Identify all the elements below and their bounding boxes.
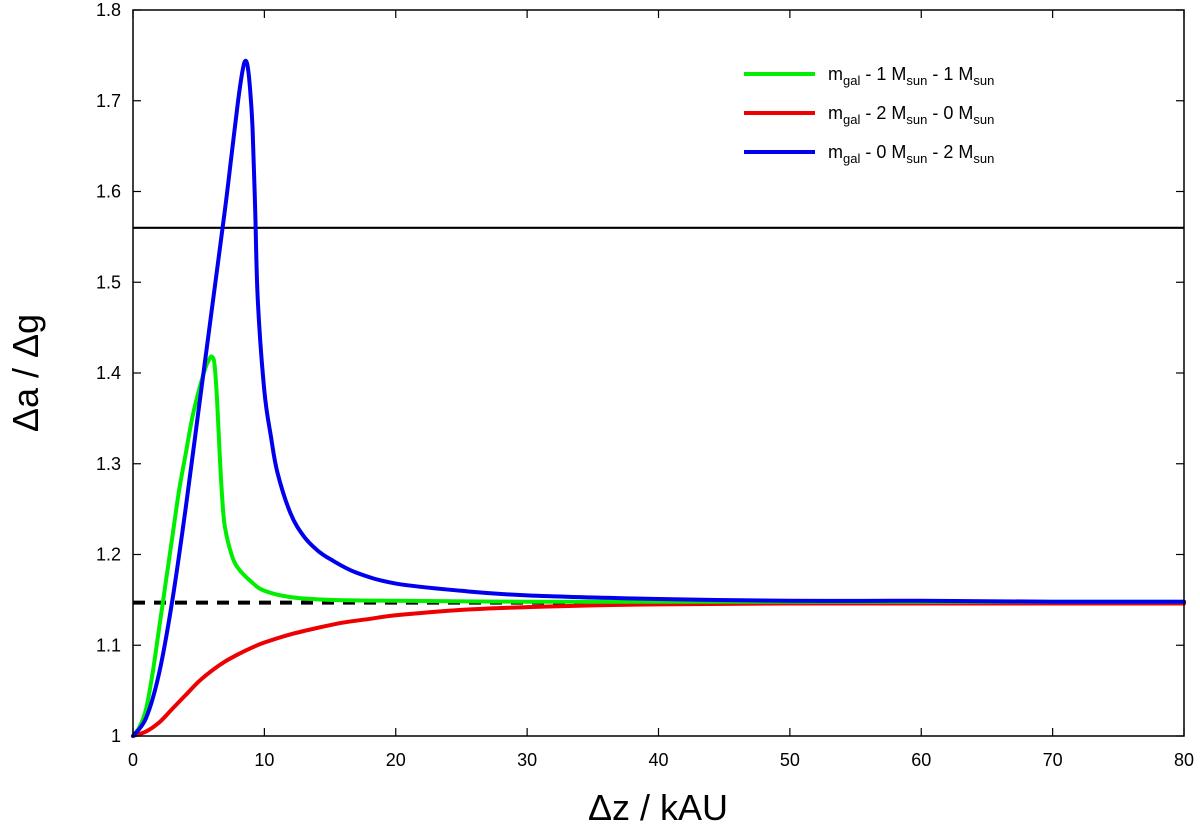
legend-label-0: mgal - 1 Msun - 1 Msun — [828, 64, 994, 88]
x-tick-label: 20 — [386, 750, 406, 770]
y-axis-title: Δa / Δg — [5, 314, 46, 432]
y-tick-label: 1.3 — [96, 454, 121, 474]
y-tick-label: 1.6 — [96, 182, 121, 202]
legend-text-part: - 0 M — [927, 103, 973, 123]
legend-text-part: - 1 M — [860, 64, 906, 84]
x-tick-label: 70 — [1043, 750, 1063, 770]
y-tick-label: 1.5 — [96, 272, 121, 292]
y-tick-label: 1.4 — [96, 363, 121, 383]
series-line-2 — [131, 58, 1186, 738]
legend-text-part: sun — [973, 73, 994, 88]
legend-text-part: sun — [973, 151, 994, 166]
legend-text-part: - 1 M — [927, 64, 973, 84]
series-line-0 — [131, 354, 1186, 738]
x-tick-label: 50 — [780, 750, 800, 770]
legend-label-1: mgal - 2 Msun - 0 Msun — [828, 103, 994, 127]
legend-text-part: sun — [906, 151, 927, 166]
x-tick-label: 10 — [254, 750, 274, 770]
legend-text-part: - 0 M — [860, 142, 906, 162]
series-line-1 — [131, 601, 1186, 738]
legend-text-part: sun — [906, 112, 927, 127]
y-tick-label: 1.8 — [96, 0, 121, 20]
legend-text-part: gal — [843, 73, 860, 88]
legend-text-part: m — [828, 142, 843, 162]
x-tick-label: 80 — [1174, 750, 1194, 770]
legend-text-part: m — [828, 103, 843, 123]
legend-text-part: sun — [906, 73, 927, 88]
legend-text-part: gal — [843, 151, 860, 166]
legend-text-part: sun — [973, 112, 994, 127]
x-tick-label: 30 — [517, 750, 537, 770]
y-tick-label: 1.2 — [96, 545, 121, 565]
legend-text-part: - 2 M — [860, 103, 906, 123]
x-tick-label: 40 — [648, 750, 668, 770]
y-tick-label: 1.7 — [96, 91, 121, 111]
x-tick-label: 0 — [128, 750, 138, 770]
x-axis-title: Δz / kAU — [588, 787, 728, 828]
x-tick-label: 60 — [911, 750, 931, 770]
legend-label-2: mgal - 0 Msun - 2 Msun — [828, 142, 994, 166]
y-tick-label: 1.1 — [96, 635, 121, 655]
legend-text-part: m — [828, 64, 843, 84]
plot-frame — [132, 9, 1185, 737]
legend-text-part: - 2 M — [927, 142, 973, 162]
y-tick-label: 1 — [111, 726, 121, 746]
legend-text-part: gal — [843, 112, 860, 127]
